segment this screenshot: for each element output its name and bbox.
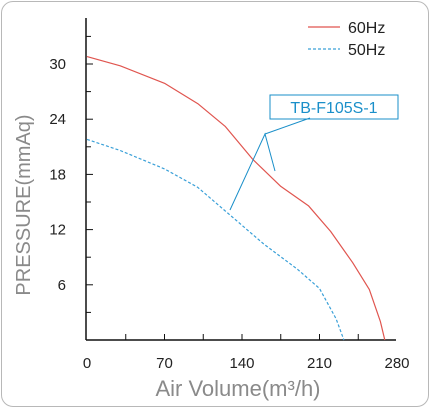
series-line-60hz [86, 56, 386, 341]
axes [85, 18, 396, 341]
annotation-leader-lines [229, 132, 276, 211]
y-tick-label: 24 [49, 111, 66, 128]
annotation-box [269, 94, 399, 120]
y-tick-label: 30 [49, 56, 66, 73]
x-tick-label: 280 [384, 355, 409, 372]
annotation-leader-top [264, 117, 311, 135]
series-lines [86, 56, 386, 341]
legend: 60Hz 50Hz [308, 20, 385, 59]
x-axis-title: Air Volume(m³/h) [155, 376, 320, 401]
series-line-50hz [86, 138, 345, 341]
x-tick-label: 0 [83, 355, 91, 372]
y-tick-label: 6 [58, 277, 66, 294]
ticks: 6 12 18 24 30 0 70 140 210 280 [49, 35, 410, 372]
x-tick-label: 140 [229, 355, 254, 372]
legend-label-50hz: 50Hz [348, 42, 385, 59]
x-tick-label: 70 [156, 355, 173, 372]
legend-label-60hz: 60Hz [348, 20, 385, 37]
y-axis-title: PRESSURE(mmAq) [13, 114, 35, 295]
x-tick-label: 210 [307, 355, 332, 372]
model-annotation: TB-F105S-1 [229, 94, 399, 211]
y-tick-label: 18 [49, 166, 66, 183]
annotation-label: TB-F105S-1 [290, 100, 377, 117]
y-tick-label: 12 [49, 222, 66, 239]
